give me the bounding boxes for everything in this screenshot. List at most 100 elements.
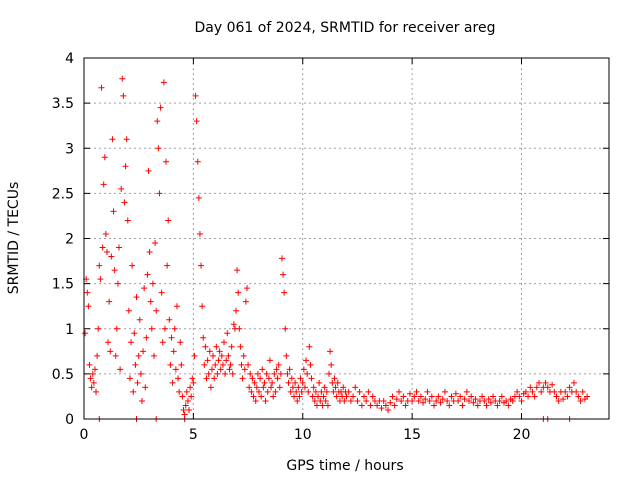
data-point (100, 181, 107, 188)
data-point (178, 361, 185, 368)
data-point (297, 375, 304, 382)
data-point (276, 384, 283, 391)
data-point (389, 393, 396, 400)
data-point (300, 366, 307, 373)
data-point (313, 402, 320, 409)
data-point (179, 393, 186, 400)
data-point (186, 406, 192, 413)
data-point (428, 393, 435, 400)
data-point (356, 388, 363, 395)
data-point (142, 384, 149, 391)
data-point (182, 402, 189, 409)
data-point (281, 289, 288, 296)
data-point (211, 375, 218, 382)
data-point (365, 388, 372, 395)
data-point (289, 384, 296, 391)
data-point (195, 194, 202, 201)
data-point (242, 298, 249, 305)
data-point (229, 370, 236, 377)
data-point (315, 393, 322, 400)
data-point (287, 388, 294, 395)
data-point (361, 393, 367, 400)
data-point (479, 393, 486, 400)
data-point (374, 402, 381, 409)
data-point (333, 393, 340, 400)
data-point (177, 339, 184, 346)
data-point (474, 402, 481, 409)
data-point (253, 384, 260, 391)
data-point (116, 244, 122, 251)
data-point (256, 388, 262, 395)
data-point (228, 343, 235, 350)
x-tick-label: 0 (80, 427, 89, 443)
data-point (265, 375, 272, 382)
data-point (208, 366, 215, 373)
data-point (230, 321, 237, 328)
data-point (96, 262, 103, 269)
data-point (393, 396, 400, 403)
y-tick-label: 1.5 (52, 277, 74, 293)
axis-ticks (83, 57, 609, 420)
data-point (328, 361, 335, 368)
data-point (173, 303, 180, 310)
data-point (446, 402, 453, 409)
data-point (367, 402, 374, 409)
data-point (542, 379, 549, 386)
data-point (226, 366, 233, 373)
data-point (108, 253, 115, 260)
data-point (95, 325, 102, 332)
data-point (262, 397, 269, 404)
data-point (223, 357, 230, 364)
data-point (274, 375, 281, 382)
data-point (490, 393, 497, 400)
data-point (345, 388, 352, 395)
data-point (437, 399, 444, 406)
data-point (190, 379, 197, 386)
data-point (205, 370, 212, 377)
data-point (330, 388, 337, 395)
data-point (518, 397, 525, 404)
data-point (119, 75, 126, 82)
data-point (235, 289, 242, 296)
data-point (106, 298, 113, 305)
data-point (459, 402, 466, 409)
data-point (86, 361, 93, 368)
data-point (426, 397, 433, 404)
data-point (148, 325, 155, 332)
data-point (284, 370, 291, 377)
data-point (261, 379, 268, 386)
data-point (222, 370, 229, 377)
data-point (98, 84, 105, 91)
data-point (175, 375, 182, 382)
data-point (234, 267, 241, 274)
data-point (102, 230, 109, 237)
data-point (112, 352, 119, 359)
data-point (105, 339, 112, 346)
y-tick-label: 1 (65, 322, 74, 338)
data-point (316, 379, 323, 386)
data-point (110, 208, 117, 215)
data-point (391, 402, 398, 409)
data-point (538, 388, 545, 395)
data-point (369, 393, 376, 400)
data-point (533, 384, 540, 391)
data-point (184, 397, 191, 404)
data-point (137, 370, 144, 377)
data-point (202, 343, 209, 350)
data-point (246, 384, 253, 391)
data-point (334, 379, 341, 386)
data-point (82, 330, 89, 337)
data-point (219, 361, 226, 368)
data-point (278, 255, 285, 262)
data-point (452, 390, 459, 397)
data-point (151, 352, 157, 359)
data-point (485, 396, 492, 403)
data-point (327, 348, 334, 355)
data-point (153, 307, 160, 314)
data-point (133, 294, 140, 301)
data-point (215, 357, 222, 364)
data-point (247, 370, 254, 377)
data-point (551, 388, 558, 395)
data-point (183, 388, 190, 395)
data-point (304, 370, 311, 377)
